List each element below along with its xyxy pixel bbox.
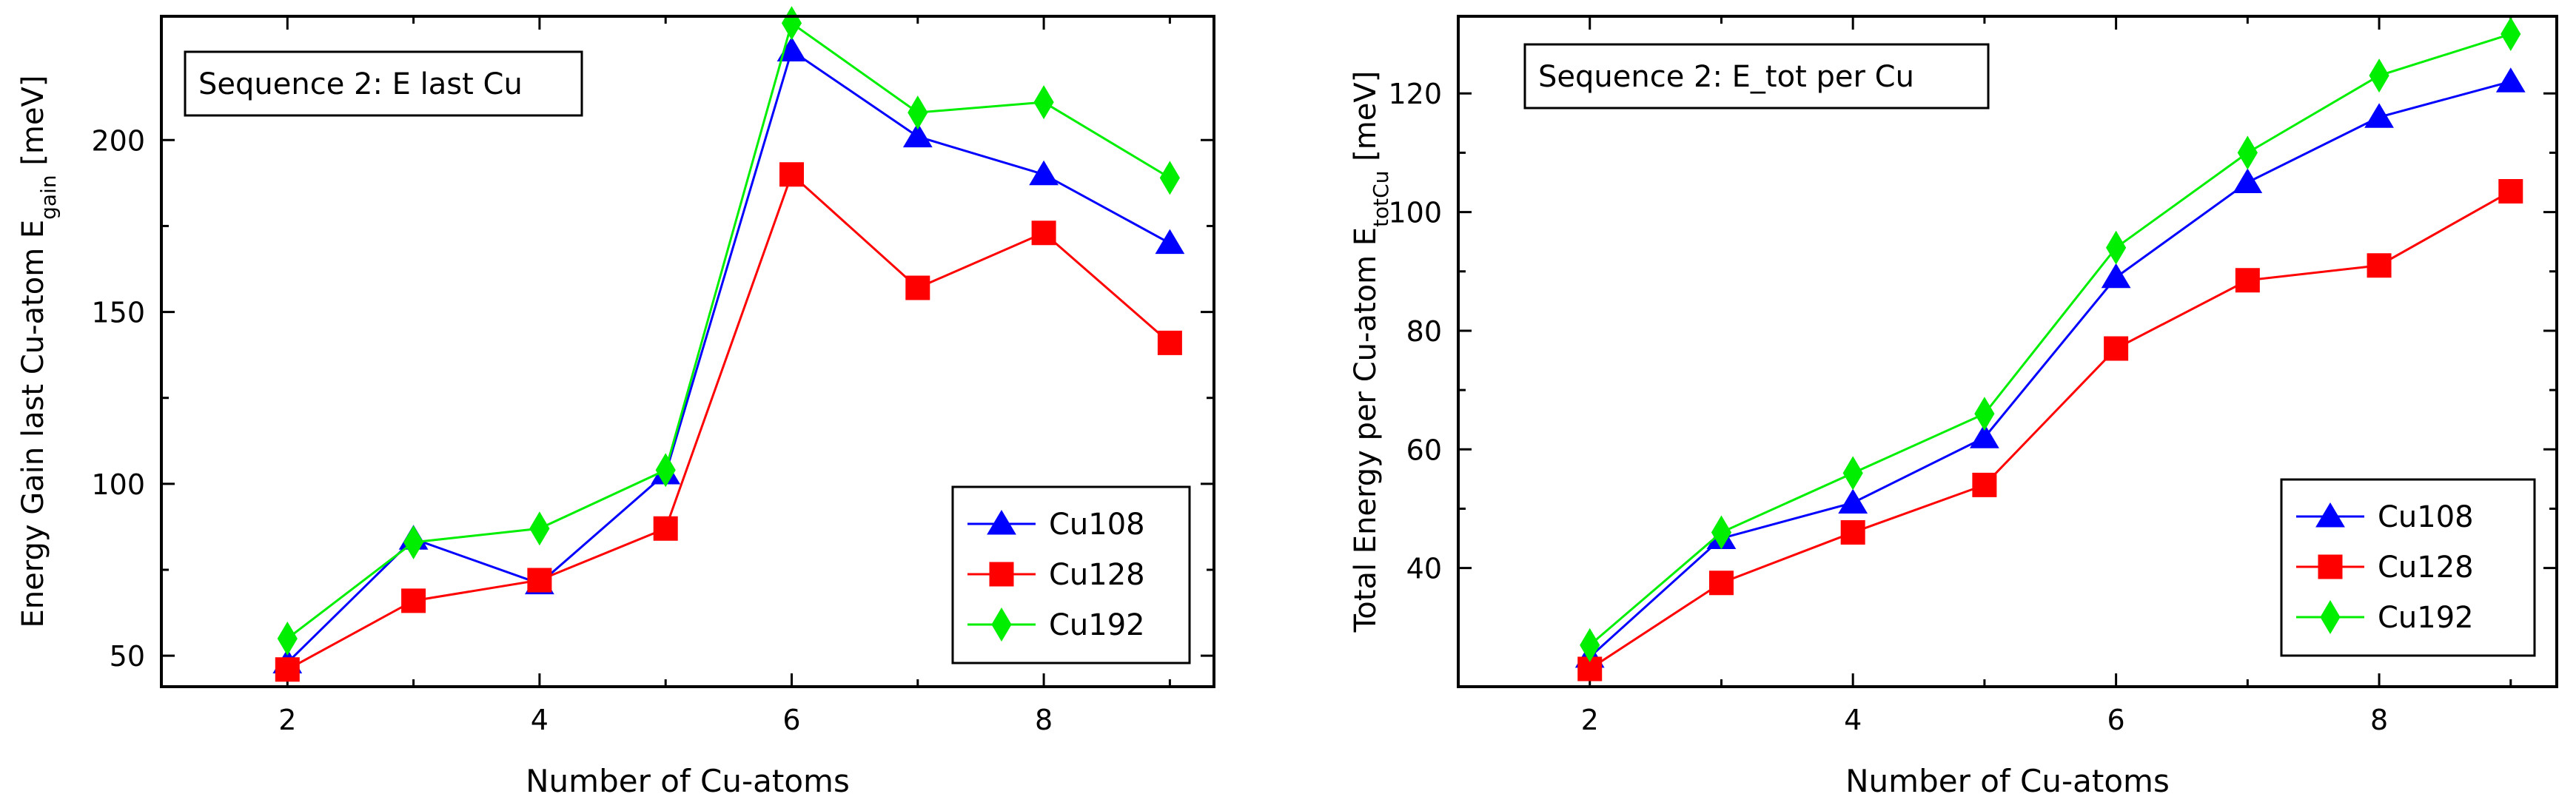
y-tick-label: 80 (1406, 315, 1442, 348)
data-point-cu128 (2235, 268, 2260, 293)
data-point-cu192 (1842, 456, 1863, 491)
x-tick-label: 8 (2370, 704, 2388, 736)
data-point-cu108 (1970, 423, 1999, 448)
data-point-cu192 (2500, 17, 2521, 52)
data-point-cu192 (1033, 85, 1054, 120)
legend-label-cu108: Cu108 (1049, 508, 1145, 542)
y-tick-label: 100 (1388, 197, 1442, 229)
data-point-cu128 (1972, 472, 1997, 497)
data-point-cu108 (2233, 168, 2263, 193)
data-point-cu192 (2106, 230, 2127, 265)
legend-label-cu128: Cu128 (2378, 551, 2474, 585)
x-tick-label: 4 (1844, 704, 1862, 736)
series-line-cu128 (286, 172, 1171, 671)
chart-title: Sequence 2: E_tot per Cu (1538, 60, 1914, 94)
y-tick-label: 100 (91, 468, 145, 501)
x-tick-label: 2 (1581, 704, 1599, 736)
y-axis-label-subscript: totCu (1369, 171, 1393, 227)
legend-marker-cu128 (989, 562, 1014, 587)
data-point-cu128 (1840, 520, 1865, 545)
legend-label-cu192: Cu192 (2378, 601, 2474, 635)
data-point-cu128 (779, 162, 804, 187)
x-tick-label: 4 (531, 704, 549, 736)
plot-frame (1457, 15, 2558, 688)
x-tick-label: 6 (782, 704, 800, 736)
data-point-cu108 (1155, 229, 1185, 255)
data-point-cu108 (2364, 103, 2394, 128)
data-point-cu128 (905, 275, 930, 300)
data-point-cu192 (1711, 515, 1732, 550)
series-line-cu192 (1589, 33, 2512, 647)
y-tick-label: 150 (91, 297, 145, 329)
data-point-cu192 (2237, 135, 2258, 170)
data-point-cu128 (401, 588, 426, 613)
data-point-cu192 (908, 95, 928, 130)
data-point-cu128 (527, 568, 552, 593)
series-line-cu192 (286, 21, 1171, 640)
y-tick-label: 40 (1406, 553, 1442, 585)
legend-marker-cu192 (2320, 600, 2341, 634)
x-tick-label: 8 (1035, 704, 1053, 736)
data-point-cu128 (2367, 253, 2392, 278)
chart-panel-right: 2 4 6 8 40 60 80 100 120 Sequence 2: E_tot per Cu… (1349, 15, 2558, 799)
y-axis-label-unit: [meV] (1349, 71, 1383, 171)
x-tick-label: 2 (278, 704, 296, 736)
data-point-cu108 (902, 122, 933, 148)
y-axis-label: Energy Gain last Cu-atom Egain [meV] (16, 75, 61, 628)
y-tick-label: 60 (1406, 434, 1442, 466)
y-tick-label: 200 (91, 124, 145, 157)
y-axis-label-main: Energy Gain last Cu-atom E (16, 220, 50, 628)
y-tick-label: 120 (1388, 78, 1442, 110)
plot-frame (160, 15, 1215, 688)
data-point-cu128 (2498, 179, 2523, 204)
data-point-cu128 (2104, 336, 2129, 361)
data-point-cu108 (2495, 67, 2526, 92)
chart-title: Sequence 2: E last Cu (198, 67, 523, 101)
legend-label-cu108: Cu108 (2378, 500, 2474, 534)
legend-label-cu192: Cu192 (1049, 608, 1145, 642)
data-point-cu192 (2369, 58, 2389, 93)
data-point-cu192 (781, 6, 802, 41)
data-point-cu128 (1157, 330, 1182, 355)
data-point-cu108 (1838, 488, 1868, 514)
data-point-cu108 (1029, 160, 1059, 186)
legend-marker-cu108 (2315, 502, 2345, 528)
data-point-cu192 (403, 525, 424, 559)
x-tick-label: 6 (2107, 704, 2125, 736)
data-point-cu192 (1159, 161, 1180, 195)
chart-title-box (1523, 43, 1990, 110)
data-point-cu192 (1974, 397, 1995, 431)
y-axis-label: Total Energy per Cu-atom EtotCu [meV] (1349, 71, 1393, 633)
data-point-cu192 (655, 453, 676, 488)
data-point-cu128 (1031, 221, 1056, 246)
y-axis-label-main: Total Energy per Cu-atom E (1349, 227, 1383, 633)
y-axis-label-unit: [meV] (16, 75, 50, 175)
data-point-cu128 (653, 516, 678, 541)
x-axis-label: Number of Cu-atoms (526, 763, 850, 799)
legend-marker-cu108 (987, 510, 1016, 535)
series-line-cu108 (286, 49, 1171, 664)
series-line-cu108 (1589, 80, 2512, 659)
legend-marker-cu128 (2318, 554, 2343, 579)
legend-marker-cu192 (991, 608, 1012, 642)
data-point-cu128 (1708, 571, 1734, 596)
series-line-cu128 (1589, 190, 2512, 670)
legend-label-cu128: Cu128 (1049, 558, 1145, 592)
x-axis-label: Number of Cu-atoms (1845, 763, 2170, 799)
y-axis-label-subscript: gain (36, 175, 61, 219)
chart-title-box (184, 50, 583, 117)
y-tick-label: 50 (110, 640, 145, 673)
chart-panel-left: 2 4 6 8 50 100 150 200 Sequence 2: E last Cu Cu10… (16, 6, 1215, 799)
data-point-cu128 (275, 657, 300, 682)
data-point-cu192 (1580, 627, 1600, 662)
data-point-cu192 (529, 511, 550, 546)
data-point-cu128 (1577, 656, 1603, 682)
data-point-cu192 (277, 621, 298, 656)
data-point-cu108 (2101, 263, 2131, 289)
